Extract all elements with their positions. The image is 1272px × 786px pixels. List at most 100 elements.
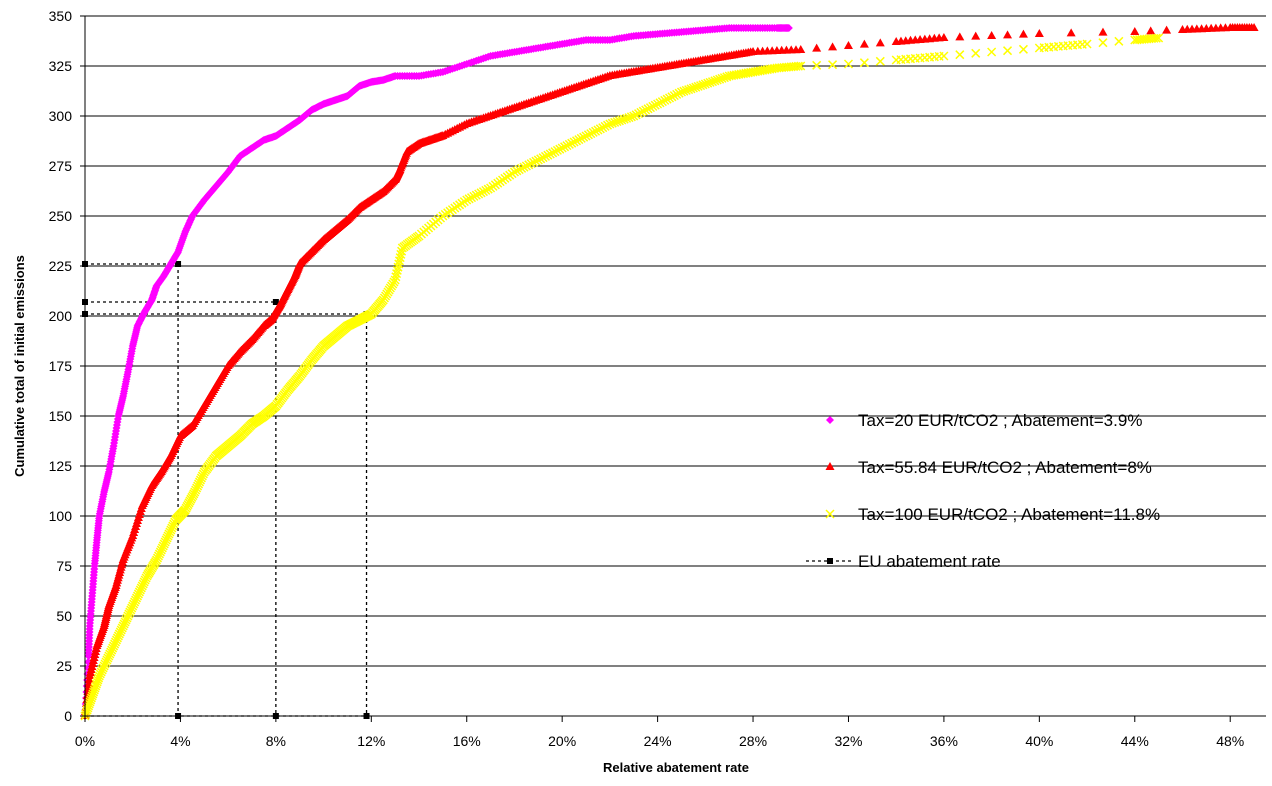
- axes: [80, 15, 1266, 722]
- data-point: [939, 33, 949, 41]
- data-point: [536, 154, 546, 164]
- data-point: [638, 106, 648, 116]
- data-point: [476, 188, 486, 198]
- legend-label: Tax=55.84 EUR/tCO2 ; Abatement=8%: [858, 458, 1152, 477]
- data-point: [517, 163, 527, 173]
- legend-label: EU abatement rate: [858, 552, 1001, 571]
- data-point: [564, 139, 574, 149]
- x-tick-label: 20%: [548, 733, 576, 749]
- data-point: [1098, 27, 1108, 36]
- data-point: [828, 42, 838, 51]
- x-tick-label: 36%: [930, 733, 958, 749]
- data-point: [1130, 27, 1140, 35]
- data-point: [655, 98, 665, 108]
- data-point: [545, 149, 555, 159]
- y-tick-label: 200: [49, 308, 73, 324]
- x-tick-label: 44%: [1121, 733, 1149, 749]
- series-2: [80, 23, 1259, 719]
- data-point: [478, 187, 488, 197]
- data-point: [514, 165, 524, 175]
- y-axis-title: Cumulative total of initial emissions: [12, 255, 27, 477]
- data-point: [793, 61, 803, 71]
- data-point: [859, 58, 869, 68]
- data-point: [643, 104, 653, 114]
- data-point: [1082, 39, 1092, 49]
- data-point: [1003, 46, 1013, 56]
- eu-point: [175, 261, 182, 267]
- legend-entry-3: Tax=100 EUR/tCO2 ; Abatement=11.8%: [825, 505, 1160, 524]
- data-point: [548, 148, 558, 158]
- data-point: [1151, 33, 1161, 43]
- data-point: [552, 145, 562, 155]
- data-point: [560, 142, 570, 152]
- data-point: [653, 99, 663, 109]
- data-point: [598, 123, 608, 133]
- data-point: [464, 194, 474, 204]
- data-point: [812, 60, 822, 70]
- data-point: [971, 31, 981, 40]
- data-point: [602, 120, 613, 130]
- y-tick-label: 175: [49, 358, 73, 374]
- data-point: [521, 161, 531, 171]
- x-tick-label: 24%: [644, 733, 672, 749]
- data-point: [593, 125, 603, 135]
- data-point: [648, 101, 658, 111]
- data-point: [674, 88, 684, 98]
- data-point: [571, 136, 582, 146]
- data-point: [526, 159, 536, 169]
- data-point: [672, 89, 682, 99]
- data-point: [576, 133, 586, 143]
- data-point: [631, 110, 641, 120]
- y-tick-label: 50: [56, 608, 72, 624]
- y-tick-label: 100: [49, 508, 73, 524]
- data-point: [796, 61, 806, 71]
- y-tick-label: 300: [49, 108, 73, 124]
- data-point: [579, 132, 589, 142]
- data-point: [650, 100, 660, 110]
- data-point: [629, 111, 639, 121]
- x-tick-label: 40%: [1025, 733, 1053, 749]
- data-point: [524, 160, 534, 170]
- data-point: [939, 51, 949, 61]
- data-point: [562, 141, 572, 151]
- data-point: [550, 147, 560, 157]
- legend-label: Tax=20 EUR/tCO2 ; Abatement=3.9%: [858, 411, 1142, 430]
- x-axis-title: Relative abatement rate: [603, 760, 749, 775]
- data-point: [812, 43, 822, 52]
- data-point: [987, 31, 997, 39]
- data-point: [555, 144, 565, 154]
- data-point: [828, 60, 838, 70]
- x-tick-label: 48%: [1216, 733, 1244, 749]
- y-tick-label: 350: [49, 8, 73, 24]
- legend-marker: [825, 509, 835, 519]
- y-tick-label: 275: [49, 158, 73, 174]
- data-point: [538, 153, 548, 163]
- data-point: [481, 185, 491, 195]
- data-point: [483, 184, 493, 194]
- y-tick-label: 125: [49, 458, 73, 474]
- data-point: [1018, 29, 1028, 38]
- data-point: [843, 41, 853, 49]
- tick-labels: 0 25 50 75 100 125 150 175 200 225 250 275 300 325 350…: [49, 8, 1245, 749]
- data-point: [1034, 29, 1044, 37]
- data-point: [1146, 26, 1156, 35]
- data-point: [462, 195, 472, 205]
- data-point: [1066, 28, 1076, 37]
- y-tick-label: 225: [49, 258, 73, 274]
- data-point: [1162, 25, 1172, 34]
- data-point: [955, 32, 965, 41]
- series-layer: [80, 23, 1259, 721]
- data-point: [1018, 44, 1028, 54]
- legend: Tax=20 EUR/tCO2 ; Abatement=3.9% Tax=55.8…: [806, 411, 1160, 571]
- data-point: [466, 193, 477, 203]
- data-point: [471, 190, 481, 200]
- data-point: [796, 45, 806, 53]
- data-point: [665, 93, 675, 103]
- legend-entry-4: EU abatement rate: [806, 552, 1001, 571]
- y-tick-label: 75: [56, 558, 72, 574]
- data-point: [1249, 23, 1259, 31]
- data-point: [397, 246, 407, 256]
- data-point: [543, 150, 553, 160]
